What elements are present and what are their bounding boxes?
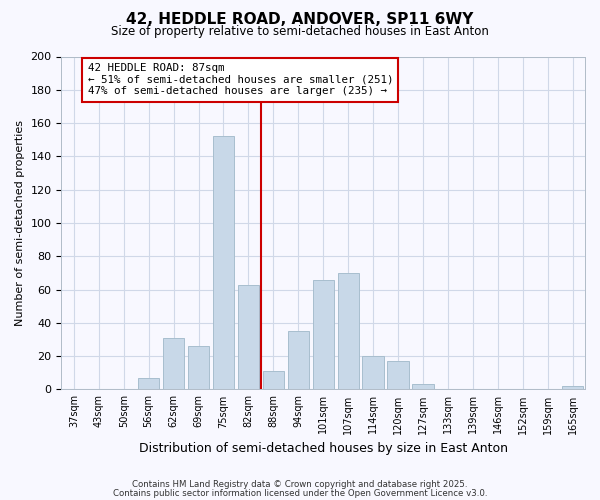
Bar [287, 331, 309, 390]
Bar [138, 378, 159, 390]
Text: Size of property relative to semi-detached houses in East Anton: Size of property relative to semi-detach… [111, 25, 489, 38]
Y-axis label: Number of semi-detached properties: Number of semi-detached properties [15, 120, 25, 326]
Bar [338, 273, 359, 390]
Bar [313, 280, 334, 390]
Bar [238, 284, 259, 390]
Bar [213, 136, 234, 390]
Bar [188, 346, 209, 390]
Text: 42, HEDDLE ROAD, ANDOVER, SP11 6WY: 42, HEDDLE ROAD, ANDOVER, SP11 6WY [127, 12, 473, 28]
Bar [412, 384, 434, 390]
Bar [163, 338, 184, 390]
Text: Contains HM Land Registry data © Crown copyright and database right 2025.: Contains HM Land Registry data © Crown c… [132, 480, 468, 489]
Text: 42 HEDDLE ROAD: 87sqm
← 51% of semi-detached houses are smaller (251)
47% of sem: 42 HEDDLE ROAD: 87sqm ← 51% of semi-deta… [88, 63, 393, 96]
Text: Contains public sector information licensed under the Open Government Licence v3: Contains public sector information licen… [113, 488, 487, 498]
X-axis label: Distribution of semi-detached houses by size in East Anton: Distribution of semi-detached houses by … [139, 442, 508, 455]
Bar [362, 356, 383, 390]
Bar [562, 386, 583, 390]
Bar [263, 371, 284, 390]
Bar [388, 361, 409, 390]
